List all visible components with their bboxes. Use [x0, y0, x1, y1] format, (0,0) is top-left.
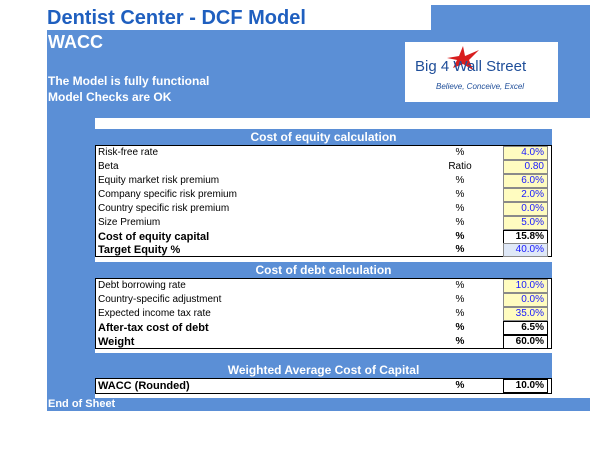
- table-row: Risk-free rate % 4.0%: [95, 146, 552, 160]
- row-unit: %: [455, 147, 465, 158]
- row-unit: %: [455, 231, 465, 242]
- input-cell-equity-market-risk-premium[interactable]: 6.0%: [503, 174, 548, 188]
- cost-of-equity-table: [95, 145, 552, 257]
- row-label: Country-specific adjustment: [98, 294, 222, 305]
- table-row: WACC (Rounded) % 10.0%: [95, 379, 552, 393]
- row-label: Size Premium: [98, 217, 161, 228]
- eagle-icon: [447, 46, 479, 70]
- cost-of-equity-header: Cost of equity calculation: [95, 129, 552, 145]
- table-row: Equity market risk premium % 6.0%: [95, 174, 552, 188]
- cost-of-debt-header: Cost of debt calculation: [95, 262, 552, 278]
- input-cell-debt-borrowing-rate[interactable]: 10.0%: [503, 279, 548, 293]
- left-band: [47, 118, 95, 411]
- row-label: Company specific risk premium: [98, 189, 237, 200]
- input-cell-company-risk-premium[interactable]: 2.0%: [503, 188, 548, 202]
- input-cell-country-adjustment[interactable]: 0.0%: [503, 293, 548, 307]
- end-of-sheet-label: End of Sheet: [48, 398, 116, 410]
- row-unit: %: [455, 217, 465, 228]
- calc-cell-wacc[interactable]: 10.0%: [503, 379, 548, 393]
- row-unit: %: [455, 189, 465, 200]
- section-title: WACC: [48, 32, 103, 52]
- table-row: Cost of equity capital % 15.8%: [95, 230, 552, 244]
- row-unit: %: [455, 203, 465, 214]
- row-unit: %: [455, 244, 465, 255]
- row-label: Target Equity %: [98, 244, 181, 256]
- table-row: Country specific risk premium % 0.0%: [95, 202, 552, 216]
- wacc-table: [95, 378, 552, 394]
- status-line-checks: Model Checks are OK: [48, 90, 172, 104]
- row-unit: Ratio: [448, 161, 472, 172]
- table-row: Beta Ratio 0.80: [95, 160, 552, 174]
- row-unit: %: [455, 308, 465, 319]
- logo-name: Big 4 Wall Street: [415, 58, 527, 75]
- wacc-header: Weighted Average Cost of Capital: [95, 362, 552, 378]
- row-label: After-tax cost of debt: [98, 322, 209, 334]
- row-unit: %: [455, 380, 465, 391]
- page-title: Dentist Center - DCF Model: [47, 7, 306, 29]
- input-cell-country-risk-premium[interactable]: 0.0%: [503, 202, 548, 216]
- input-cell-income-tax-rate[interactable]: 35.0%: [503, 307, 548, 321]
- header-top-band: [431, 5, 590, 30]
- table-row: Target Equity % % 40.0%: [95, 243, 552, 257]
- logo-tagline: Believe, Conceive, Excel: [436, 82, 525, 91]
- wacc-spacer-band: [95, 353, 552, 362]
- calc-cell-after-tax-cost-of-debt[interactable]: 6.5%: [503, 321, 548, 335]
- row-label: Risk-free rate: [98, 147, 159, 158]
- row-label: Weight: [98, 336, 135, 348]
- calc-cell-debt-weight[interactable]: 60.0%: [503, 335, 548, 349]
- row-unit: %: [455, 175, 465, 186]
- row-label: Beta: [98, 161, 119, 172]
- row-unit: %: [455, 294, 465, 305]
- input-cell-size-premium[interactable]: 5.0%: [503, 216, 548, 230]
- row-label: Country specific risk premium: [98, 203, 230, 214]
- row-unit: %: [455, 322, 465, 333]
- table-row: Debt borrowing rate % 10.0%: [95, 279, 552, 293]
- calc-cell-cost-of-equity[interactable]: 15.8%: [503, 230, 548, 244]
- row-label: Cost of equity capital: [98, 231, 210, 243]
- table-row: After-tax cost of debt % 6.5%: [95, 321, 552, 335]
- company-logo: [405, 42, 558, 102]
- table-row: Company specific risk premium % 2.0%: [95, 188, 552, 202]
- table-row: Weight % 60.0%: [95, 335, 552, 349]
- row-label: Equity market risk premium: [98, 175, 220, 186]
- row-unit: %: [455, 280, 465, 291]
- input-cell-risk-free-rate[interactable]: 4.0%: [503, 146, 548, 160]
- footer-band: [47, 398, 590, 411]
- wacc-label: WACC (Rounded): [98, 380, 190, 392]
- cost-of-debt-table: [95, 278, 552, 349]
- row-unit: %: [455, 336, 465, 347]
- row-label: Debt borrowing rate: [98, 280, 186, 291]
- row-label: Expected income tax rate: [98, 308, 211, 319]
- input-cell-beta[interactable]: 0.80: [503, 160, 548, 174]
- status-line-functional: The Model is fully functional: [48, 74, 210, 88]
- input-cell-target-equity[interactable]: 40.0%: [503, 243, 548, 257]
- table-row: Country-specific adjustment % 0.0%: [95, 293, 552, 307]
- table-row: Expected income tax rate % 35.0%: [95, 307, 552, 321]
- table-row: Size Premium % 5.0%: [95, 216, 552, 230]
